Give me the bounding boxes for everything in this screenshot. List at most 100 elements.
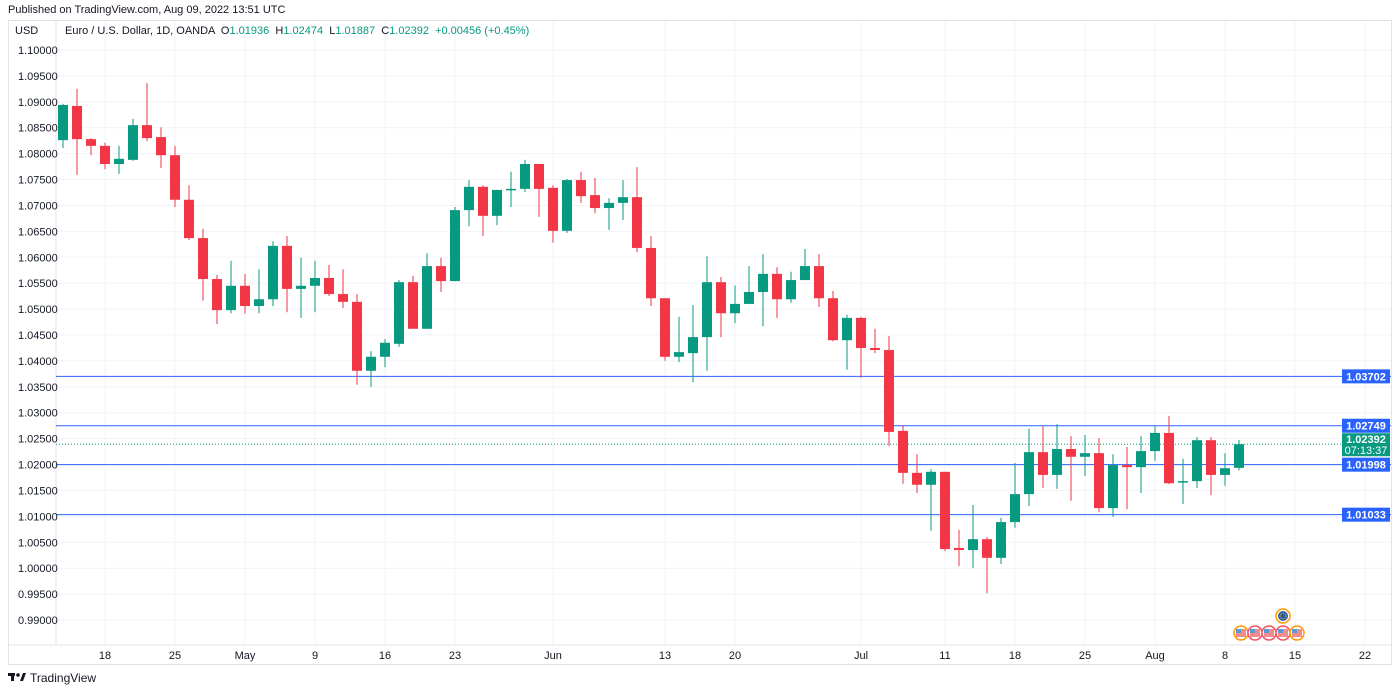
candle-body	[646, 247, 656, 299]
level-price-label: 1.01998	[1346, 460, 1386, 472]
open-label: O	[220, 25, 230, 37]
candle-body	[352, 301, 362, 371]
y-tick-label: 1.06500	[18, 226, 58, 238]
candle-down	[198, 228, 208, 301]
candle-down	[324, 265, 334, 297]
candle-body	[1178, 481, 1188, 483]
candle-body	[800, 266, 810, 281]
tradingview-logo-icon[interactable]	[8, 671, 26, 685]
x-tick-label: Aug	[1145, 650, 1165, 662]
x-tick-label: 15	[1289, 650, 1301, 662]
candle-down	[884, 336, 894, 446]
x-tick-label: 25	[169, 650, 181, 662]
x-tick-label: 16	[379, 650, 391, 662]
candle-up	[1136, 436, 1146, 494]
candle-up	[254, 269, 264, 314]
y-tick-label: 1.03500	[18, 382, 58, 394]
candle-body	[940, 471, 950, 550]
candle-body	[100, 145, 110, 165]
candle-body	[198, 238, 208, 280]
candle-body	[520, 164, 530, 189]
symbol-title[interactable]: Euro / U.S. Dollar, 1D, OANDA	[65, 25, 215, 37]
tradingview-brand[interactable]: TradingView	[30, 671, 97, 685]
candle-up	[1234, 439, 1244, 471]
us-canton	[1250, 629, 1255, 633]
candle-down	[716, 276, 726, 338]
candle-body	[450, 210, 460, 282]
candle-down	[772, 267, 782, 318]
candle-body	[716, 282, 726, 314]
candle-up	[422, 253, 432, 329]
us-flag-icon[interactable]	[1233, 625, 1249, 641]
us-flag-icon[interactable]	[1261, 625, 1277, 641]
candle-down	[142, 83, 152, 142]
level-price-tag	[1342, 418, 1390, 433]
candle-down	[646, 236, 656, 306]
eu-flag-icon[interactable]	[1275, 608, 1291, 624]
x-tick-label: 11	[939, 650, 950, 662]
eu-stars	[1279, 612, 1287, 620]
candle-up	[744, 266, 754, 304]
candle-down	[912, 454, 922, 494]
x-tick-label: 18	[1009, 650, 1021, 662]
candle-up	[1024, 428, 1034, 507]
candle-body	[660, 298, 670, 357]
y-tick-label: 1.01500	[18, 485, 58, 497]
candle-down	[814, 254, 824, 308]
candle-body	[576, 180, 586, 197]
candle-body	[1192, 440, 1202, 482]
candle-down	[954, 529, 964, 567]
candle-body	[1220, 468, 1230, 475]
candle-up	[562, 179, 572, 233]
candle-down	[660, 298, 670, 361]
y-tick-label: 1.00500	[18, 537, 58, 549]
candle-down	[590, 177, 600, 214]
us-flag-icon[interactable]	[1289, 625, 1305, 641]
candle-body	[632, 197, 642, 248]
candle-body	[912, 472, 922, 485]
candle-body	[282, 245, 292, 289]
candle-up	[310, 260, 320, 313]
candle-up	[926, 469, 936, 531]
candle-body	[534, 164, 544, 189]
candle-up	[1178, 458, 1188, 504]
candle-body	[730, 303, 740, 314]
y-tick-label: 1.05500	[18, 278, 58, 290]
us-flag-icon[interactable]	[1247, 625, 1263, 641]
candle-body	[366, 356, 376, 371]
high-value: 1.02474	[283, 25, 324, 37]
candle-up	[1192, 437, 1202, 488]
candle-down	[632, 167, 642, 253]
candle-up	[786, 271, 796, 303]
candle-down	[1066, 436, 1076, 501]
candle-down	[100, 142, 110, 170]
candle-up	[1052, 424, 1062, 489]
candle-body	[828, 298, 838, 341]
candle-body	[226, 285, 236, 311]
eu-flag	[1278, 611, 1288, 621]
candle-body	[968, 539, 978, 551]
candle-down	[534, 164, 544, 217]
candle-up	[1010, 463, 1020, 528]
candle-body	[548, 187, 558, 231]
candle-body	[72, 105, 82, 140]
y-tick-label: 1.09500	[18, 71, 58, 83]
us-canton	[1292, 629, 1297, 633]
candle-body	[842, 317, 852, 341]
candle-up	[394, 280, 404, 347]
candle-body	[702, 282, 712, 338]
candle-body	[1150, 432, 1160, 452]
candle-body	[604, 202, 614, 209]
candle-body	[492, 189, 502, 216]
candle-up	[268, 241, 278, 306]
x-tick-label: 20	[729, 650, 741, 662]
candle-down	[870, 328, 880, 354]
candle-up	[128, 118, 138, 161]
level-price-label: 1.03702	[1346, 371, 1386, 383]
candle-up	[604, 198, 614, 230]
us-flag-icon[interactable]	[1275, 625, 1291, 641]
candle-body	[996, 522, 1006, 558]
candle-down	[1206, 437, 1216, 496]
candle-body	[338, 294, 348, 302]
